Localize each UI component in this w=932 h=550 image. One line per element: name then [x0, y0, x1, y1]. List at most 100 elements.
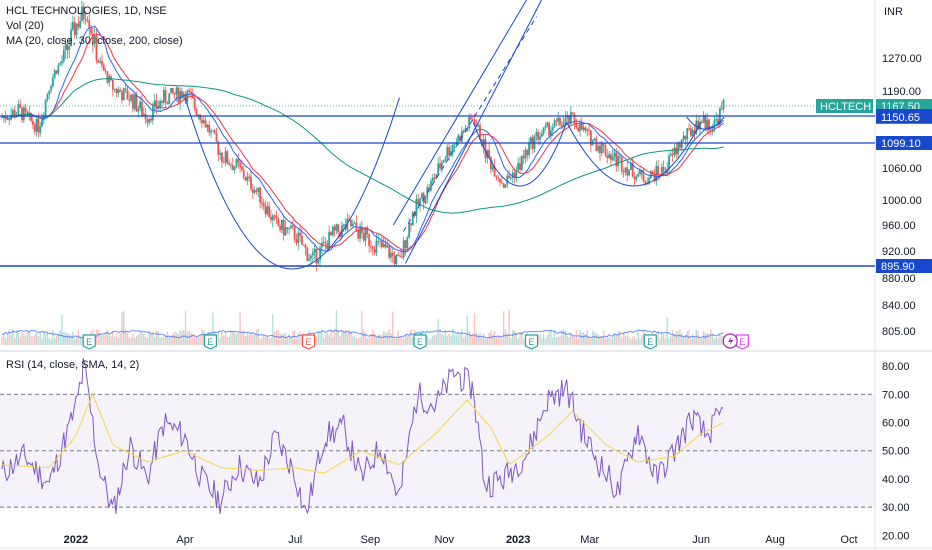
candle-body	[473, 119, 476, 126]
candle-body	[404, 240, 407, 249]
candle-body	[168, 93, 171, 105]
volume-bar	[402, 338, 405, 345]
candle-body	[46, 94, 49, 100]
volume-bar	[153, 336, 156, 345]
candle-body	[575, 123, 578, 128]
candle-body	[353, 222, 356, 224]
volume-bar	[290, 337, 292, 345]
earnings-marker	[301, 334, 316, 350]
volume-bar	[28, 331, 30, 345]
volume-bar	[97, 329, 100, 345]
candle-body	[700, 121, 703, 123]
volume-bar	[713, 338, 716, 345]
volume-bar	[75, 337, 78, 345]
candle-body	[195, 108, 198, 116]
volume-bar	[697, 330, 699, 345]
volume-bar	[272, 314, 274, 345]
volume-bar	[1, 336, 3, 345]
candle-body	[571, 112, 574, 115]
volume-bar	[666, 316, 668, 345]
volume-bar	[79, 335, 81, 345]
candle-body	[382, 243, 385, 248]
volume-bar	[428, 338, 430, 345]
candle-body	[219, 152, 222, 155]
rsi-tick-label: 80.00	[882, 361, 910, 373]
volume-bar	[228, 336, 230, 345]
candle-body	[230, 165, 232, 167]
volume-bar	[395, 338, 398, 345]
volume-bar	[188, 330, 190, 345]
volume-bar	[30, 335, 32, 345]
price-tag-value: 1150.65	[881, 112, 920, 124]
candle-body	[373, 249, 376, 253]
candle-body	[157, 106, 160, 110]
volume-bar	[364, 333, 367, 345]
candle-body	[433, 177, 436, 179]
volume-bar	[43, 330, 45, 345]
earnings-marker	[413, 334, 427, 350]
volume-bar	[232, 330, 234, 345]
volume-bar	[375, 337, 378, 345]
candle-body	[159, 100, 162, 107]
candle-body	[215, 133, 218, 142]
rsi-legend[interactable]: RSI (14, close, SMA, 14, 2)	[6, 359, 140, 371]
volume-bar	[466, 315, 468, 345]
volume-bar	[186, 331, 189, 345]
volume-bar	[126, 332, 129, 345]
volume-bar	[681, 333, 683, 345]
volume-bar	[217, 330, 219, 345]
candle-body	[600, 143, 603, 154]
volume-bar	[522, 338, 525, 345]
time-tick-label: Jun	[692, 534, 710, 546]
candle-body	[37, 118, 40, 133]
volume-bar	[664, 338, 667, 345]
candle-body	[477, 125, 480, 127]
candle-body	[284, 227, 287, 236]
volume-bar	[573, 337, 576, 345]
volume-bar	[406, 336, 409, 345]
candle-body	[24, 107, 27, 112]
candle-body	[77, 23, 80, 28]
volume-bar	[326, 333, 329, 345]
candle-body	[242, 170, 245, 178]
volume-bar	[293, 330, 296, 345]
candle-body	[651, 171, 654, 174]
candle-body	[360, 226, 363, 233]
volume-bar	[261, 338, 263, 345]
candle-body	[146, 119, 149, 123]
candle-body	[350, 219, 352, 227]
volume-bar	[495, 337, 498, 345]
volume-bar	[510, 338, 512, 345]
candle-body	[617, 156, 620, 167]
candle-body	[446, 147, 449, 158]
rsi-tick-label: 50.00	[882, 446, 910, 458]
ma-legend[interactable]: MA (20, close, 30, close, 200, close)	[6, 35, 183, 47]
symbol-title[interactable]: HCL TECHNOLOGIES, 1D, NSE	[6, 5, 167, 17]
candle-body	[104, 70, 107, 72]
volume-bar	[695, 330, 698, 345]
volume-bar	[717, 337, 719, 345]
candle-body	[295, 239, 298, 244]
volume-bar	[112, 330, 114, 345]
drawings	[184, 0, 725, 270]
candle-body	[302, 244, 305, 246]
volume-bar	[473, 313, 476, 345]
volume-bar	[281, 333, 283, 345]
candle-body	[150, 118, 152, 121]
candle-body	[597, 145, 600, 151]
candle-body	[228, 163, 231, 166]
volume-bars	[1, 309, 725, 345]
candles	[1, 0, 725, 272]
volume-legend[interactable]: Vol (20)	[6, 20, 44, 32]
candle-body	[615, 152, 618, 167]
candle-body	[186, 90, 189, 102]
candle-body	[53, 70, 56, 78]
volume-bar	[46, 331, 49, 345]
candle-body	[311, 252, 314, 256]
candle-body	[442, 160, 445, 163]
volume-bar	[504, 329, 507, 345]
volume-bar	[117, 338, 120, 345]
